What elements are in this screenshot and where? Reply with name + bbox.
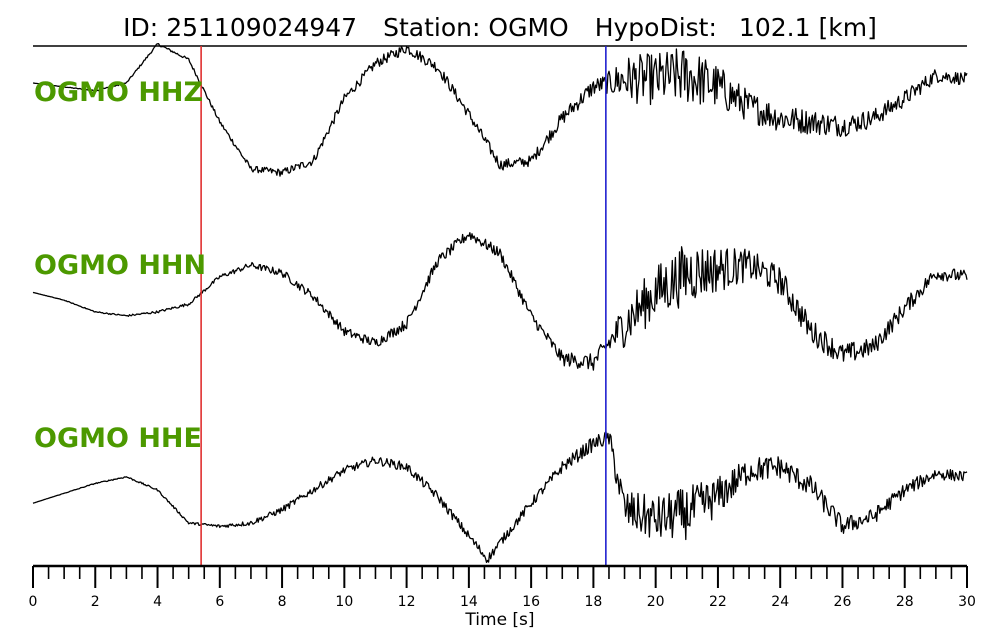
channel-labels-group: OGMO HHZ OGMO HHN OGMO HHE [34, 77, 206, 454]
station-label: Station: [383, 13, 480, 42]
hypodist-unit: [km] [819, 13, 877, 42]
x-tick-label: 2 [91, 594, 100, 610]
x-tick-label: 8 [278, 594, 287, 610]
x-tick-label: 12 [398, 594, 416, 610]
x-tick-label: 22 [709, 594, 727, 610]
x-axis-label: Time [s] [464, 610, 534, 630]
channel-label: OGMO HHZ [34, 77, 203, 108]
x-tick-label: 20 [647, 594, 665, 610]
channel-label: OGMO HHN [34, 250, 206, 281]
trace-ogmo-hhz [32, 43, 968, 177]
trace-ogmo-hhn [32, 232, 968, 371]
x-tick-label: 18 [584, 594, 602, 610]
channel-label: OGMO HHE [34, 423, 202, 454]
picks-group [200, 46, 607, 566]
time-axis: 0 2 4 6 8 10 12 14 16 18 20 22 24 26 28 30 [29, 564, 976, 610]
x-tick-label: 4 [153, 594, 162, 610]
x-tick-label: 30 [958, 594, 976, 610]
x-tick-label: 24 [771, 594, 789, 610]
traces-group [32, 43, 968, 564]
x-tick-label: 16 [522, 594, 540, 610]
x-tick-label: 28 [896, 594, 914, 610]
x-tick-label: 14 [460, 594, 478, 610]
hypodist-label: HypoDist: [595, 13, 717, 42]
trace-ogmo-hhe [32, 430, 968, 564]
x-tick-label: 6 [215, 594, 224, 610]
x-tick-label: 26 [834, 594, 852, 610]
x-tick-label: 10 [335, 594, 353, 610]
station-name: OGMO [488, 13, 568, 42]
x-tick-label: 0 [29, 594, 38, 610]
figure-title: ID: 251109024947 Station: OGMO HypoDist: 102.… [123, 13, 877, 42]
hypodist-value: 102.1 [739, 13, 811, 42]
id-label: ID: [123, 13, 158, 42]
event-id: 251109024947 [166, 13, 357, 42]
